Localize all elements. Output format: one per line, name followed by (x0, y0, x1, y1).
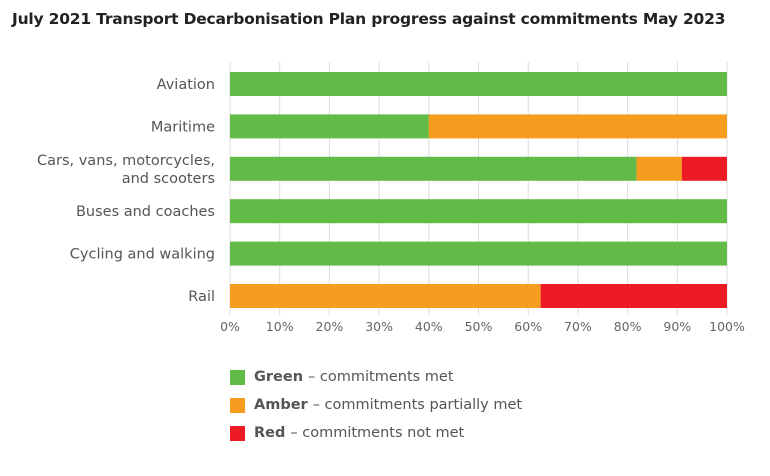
legend-label: Amber (254, 397, 308, 413)
bar-segment-amber (636, 156, 682, 181)
legend-desc: – commitments met (308, 369, 454, 385)
bar-segment-green (230, 114, 429, 139)
x-tick-label: 10% (266, 319, 294, 334)
legend-label: Red (254, 425, 286, 441)
bar-segment-red (681, 156, 727, 181)
legend-swatch-amber (230, 397, 245, 413)
x-tick-label: 70% (564, 319, 592, 334)
bar-segment-green (230, 156, 637, 181)
category-label: Maritime (151, 119, 215, 135)
legend-label: Green (254, 369, 304, 385)
category-label: Cars, vans, motorcycles, (37, 153, 215, 169)
category-label: Aviation (157, 77, 215, 93)
x-tick-label: 20% (316, 319, 344, 334)
legend-swatch-red (230, 425, 245, 441)
legend-item-red: Red – commitments not met (230, 425, 464, 441)
x-tick-label: 40% (415, 319, 443, 334)
x-tick-label: 90% (663, 319, 691, 334)
legend-item-amber: Amber – commitments partially met (230, 397, 522, 413)
x-tick-label: 100% (709, 319, 745, 334)
x-tick-label: 60% (514, 319, 542, 334)
bar-segment-green (230, 199, 727, 224)
legend-swatch-green (230, 369, 245, 385)
x-tick-label: 30% (365, 319, 393, 334)
legend-item-green: Green – commitments met (230, 369, 454, 385)
legend-desc: – commitments partially met (312, 397, 523, 413)
category-label: and scooters (122, 171, 215, 187)
bar-segment-red (540, 284, 727, 308)
x-tick-label: 50% (465, 319, 493, 334)
category-label: Buses and coaches (76, 204, 215, 220)
chart-title: July 2021 Transport Decarbonisation Plan… (12, 10, 726, 28)
bar-segment-amber (428, 114, 727, 139)
legend-desc: – commitments not met (290, 425, 465, 441)
x-tick-label: 0% (220, 319, 240, 334)
bar-segment-green (230, 72, 727, 96)
x-tick-label: 80% (614, 319, 642, 334)
bar-segment-amber (230, 284, 541, 308)
bar-segment-green (230, 241, 727, 266)
category-label: Rail (188, 289, 215, 305)
category-label: Cycling and walking (70, 247, 215, 263)
